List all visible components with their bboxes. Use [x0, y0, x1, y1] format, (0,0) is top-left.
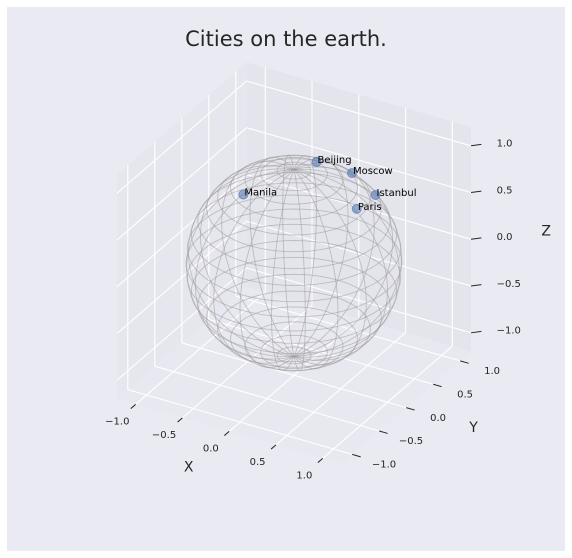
city-label: Paris — [358, 202, 382, 213]
z-tick — [471, 144, 481, 145]
z-tick-label: −1.0 — [497, 326, 521, 337]
chart-title: Cities on the earth. — [7, 27, 565, 51]
city-label: Istanbul — [377, 188, 417, 199]
x-tick-label: 1.0 — [296, 470, 312, 481]
y-tick — [406, 408, 414, 410]
city-label: Manila — [244, 188, 277, 199]
y-tick — [352, 454, 360, 456]
x-tick-label: 0.0 — [203, 443, 219, 454]
x-tick-label: −1.0 — [105, 416, 129, 427]
x-tick — [131, 404, 136, 408]
z-tick — [471, 331, 481, 332]
z-tick — [471, 238, 481, 239]
city-label: Beijing — [318, 155, 352, 166]
z-tick — [471, 191, 481, 192]
x-tick-label: −0.5 — [152, 430, 176, 441]
x-tick — [271, 445, 276, 449]
y-tick-label: −0.5 — [399, 436, 423, 447]
z-tick — [471, 285, 481, 286]
y-tick — [460, 361, 468, 363]
z-tick-label: 1.0 — [497, 139, 513, 150]
y-tick — [379, 431, 387, 433]
y-tick — [433, 384, 441, 386]
z-tick-label: 0.0 — [497, 232, 513, 243]
y-tick-label: −1.0 — [372, 460, 396, 471]
z-tick-label: 0.5 — [497, 185, 513, 196]
y-tick-label: 0.0 — [430, 413, 446, 424]
z-axis-label: Z — [541, 223, 551, 239]
y-axis-label: Y — [468, 420, 478, 436]
city-label: Moscow — [353, 166, 393, 177]
x-axis-label: X — [184, 459, 194, 475]
z-tick-label: −0.5 — [497, 279, 521, 290]
axis-panes — [117, 62, 471, 464]
chart-3d: −1.0 −0.5 0.0 0.5 1.0 −1.0 −0.5 0.0 0.5 1.0 −1.0 −0… — [7, 7, 565, 551]
x-tick — [224, 431, 229, 435]
x-tick-label: 0.5 — [250, 457, 266, 468]
y-tick-label: 0.5 — [457, 389, 473, 400]
figure: −1.0 −0.5 0.0 0.5 1.0 −1.0 −0.5 0.0 0.5 1.0 −1.0 −0… — [7, 7, 565, 551]
y-tick-label: 1.0 — [484, 366, 500, 377]
x-tick — [318, 458, 323, 462]
x-tick — [178, 418, 183, 422]
